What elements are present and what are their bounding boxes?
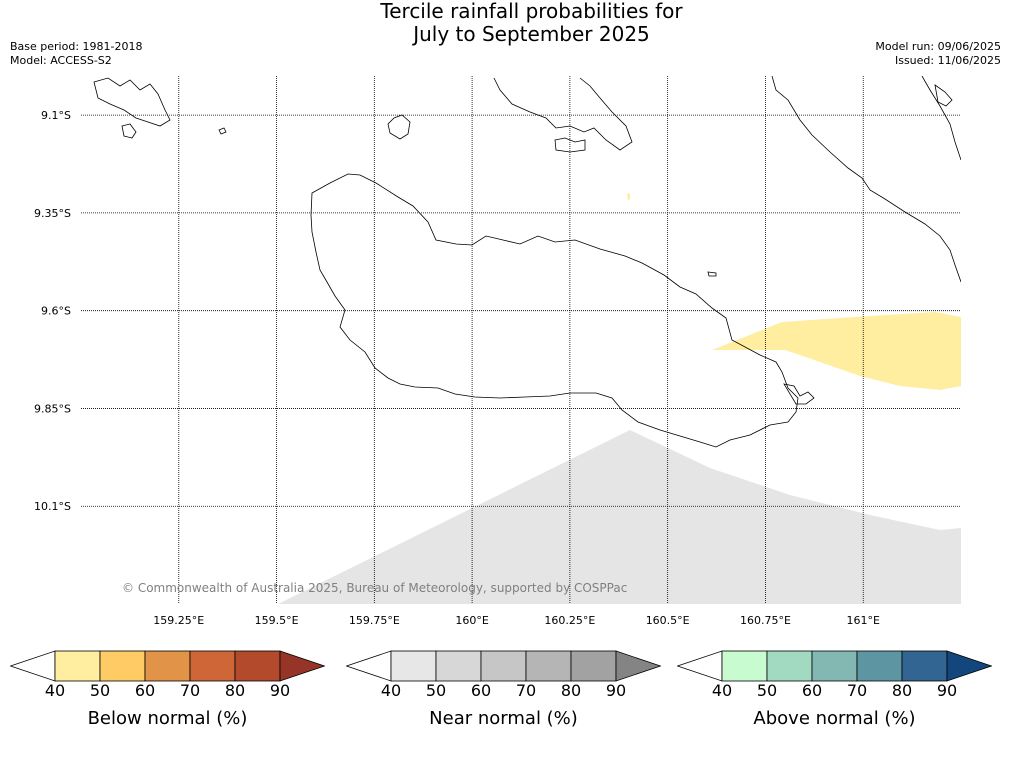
- near-normal-colorbar: 40 50 60 70 80 90 Near normal (%): [346, 650, 661, 729]
- gridlines: [81, 76, 961, 604]
- colorbar-segment: [811, 650, 858, 682]
- colorbar-ticks: 40 50 60 70 80 90: [346, 682, 661, 700]
- longitude-tick-label: 159.25°E: [153, 614, 204, 627]
- longitude-tick-label: 159.75°E: [349, 614, 400, 627]
- colorbar-title: Above normal (%): [753, 708, 916, 729]
- colorbar-tick-label: 80: [224, 681, 246, 700]
- east-coast-line: [771, 76, 961, 283]
- colorbar-tick-label: 50: [89, 681, 111, 700]
- latitude-tick-label: 9.6°S: [41, 305, 71, 318]
- small-island-north: [387, 114, 411, 140]
- longitude-tick-label: 160.75°E: [740, 614, 791, 627]
- longitude-tick-label: 161°E: [846, 614, 879, 627]
- above-normal-colorbar: 40 50 60 70 80 90 Above normal (%): [677, 650, 992, 729]
- copyright-notice: © Commonwealth of Australia 2025, Bureau…: [122, 581, 627, 595]
- colorbar-tick-label: 60: [801, 681, 823, 700]
- north-island-small: [554, 137, 586, 153]
- colorbar-segment: [721, 650, 768, 682]
- main-island-coastline: [310, 173, 799, 448]
- colorbar-segment: [189, 650, 236, 682]
- colorbar-segment: [144, 650, 191, 682]
- colorbar-tick-label: 90: [269, 681, 291, 700]
- colorbar-under-arrow: [677, 650, 723, 682]
- meta-left: Base period: 1981-2018 Model: ACCESS-S2: [10, 40, 142, 68]
- longitude-tick-label: 160.5°E: [646, 614, 690, 627]
- colorbar-scale: [346, 650, 661, 682]
- colorbar-ticks: 40 50 60 70 80 90: [677, 682, 992, 700]
- latitude-tick-label: 9.85°S: [34, 402, 71, 415]
- longitude-tick-label: 160.25°E: [544, 614, 595, 627]
- colorbar-title: Below normal (%): [87, 708, 248, 729]
- colorbar-segment: [480, 650, 527, 682]
- near-normal-region: [278, 430, 961, 604]
- colorbar-segment: [390, 650, 437, 682]
- map-title: Tercile rainfall probabilities for July …: [0, 0, 1011, 46]
- longitude-tick-label: 160°E: [455, 614, 488, 627]
- below-normal-region: [712, 312, 961, 390]
- latitude-labels: 9.1°S 9.35°S 9.6°S 9.85°S 10.1°S: [34, 109, 71, 513]
- map-panel: 159.25°E 159.5°E 159.75°E 160°E 160.25°E 160.…: [34, 76, 961, 627]
- colorbar-scale: [677, 650, 992, 682]
- colorbar-segment: [856, 650, 903, 682]
- colorbar-tick-label: 40: [711, 681, 733, 700]
- colorbar-tick-label: 40: [44, 681, 66, 700]
- colorbar-ticks: 40 50 60 70 80 90: [10, 682, 325, 700]
- colorbar-segment: [766, 650, 813, 682]
- colorbar-tick-label: 70: [846, 681, 868, 700]
- colorbar-tick-label: 60: [470, 681, 492, 700]
- latitude-tick-label: 9.35°S: [34, 207, 71, 220]
- northeast-tip: [934, 84, 953, 107]
- colorbar-segment: [435, 650, 482, 682]
- colorbar-under-arrow: [346, 650, 392, 682]
- title-line-2: July to September 2025: [413, 22, 650, 46]
- model-label: Model: ACCESS-S2: [10, 54, 112, 67]
- model-run-label: Model run: 09/06/2025: [875, 40, 1001, 53]
- southeast-islets: [783, 383, 815, 405]
- colorbar-segment: [234, 650, 281, 682]
- colorbar-tick-label: 60: [134, 681, 156, 700]
- colorbar-tick-label: 50: [425, 681, 447, 700]
- below-normal-speck: [627, 193, 630, 201]
- base-period-label: Base period: 1981-2018: [10, 40, 143, 53]
- latitude-tick-label: 9.1°S: [41, 109, 71, 122]
- colorbar-tick-label: 40: [380, 681, 402, 700]
- northwest-small-island: [121, 123, 137, 139]
- longitude-tick-label: 159.5°E: [255, 614, 299, 627]
- colorbar-title: Near normal (%): [429, 708, 578, 729]
- colorbar-tick-label: 80: [891, 681, 913, 700]
- northwest-islet: [218, 127, 227, 135]
- colorbar-tick-label: 90: [936, 681, 958, 700]
- east-islet: [707, 271, 717, 277]
- colorbar-tick-label: 50: [756, 681, 778, 700]
- colorbar-tick-label: 70: [515, 681, 537, 700]
- colorbar-over-arrow: [946, 650, 992, 682]
- colorbar-tick-label: 70: [179, 681, 201, 700]
- colorbar-segment: [901, 650, 948, 682]
- north-island-group: [493, 77, 633, 151]
- colorbar-tick-label: 80: [560, 681, 582, 700]
- colorbar-tick-label: 90: [605, 681, 627, 700]
- colorbar-over-arrow: [279, 650, 325, 682]
- colorbar-segment: [54, 650, 101, 682]
- meta-right: Model run: 09/06/2025 Issued: 11/06/2025: [875, 40, 1001, 68]
- colorbar-over-arrow: [615, 650, 661, 682]
- colorbar-under-arrow: [10, 650, 56, 682]
- issued-label: Issued: 11/06/2025: [894, 54, 1001, 67]
- colorbar-scale: [10, 650, 325, 682]
- longitude-labels: 159.25°E 159.5°E 159.75°E 160°E 160.25°E 160.…: [153, 614, 880, 627]
- title-line-1: Tercile rainfall probabilities for: [380, 0, 683, 23]
- latitude-tick-label: 10.1°S: [34, 500, 71, 513]
- colorbar-segment: [99, 650, 146, 682]
- colorbar-segment: [570, 650, 617, 682]
- colorbar-segment: [525, 650, 572, 682]
- below-normal-colorbar: 40 50 60 70 80 90 Below normal (%): [10, 650, 325, 729]
- coastlines: [93, 76, 961, 448]
